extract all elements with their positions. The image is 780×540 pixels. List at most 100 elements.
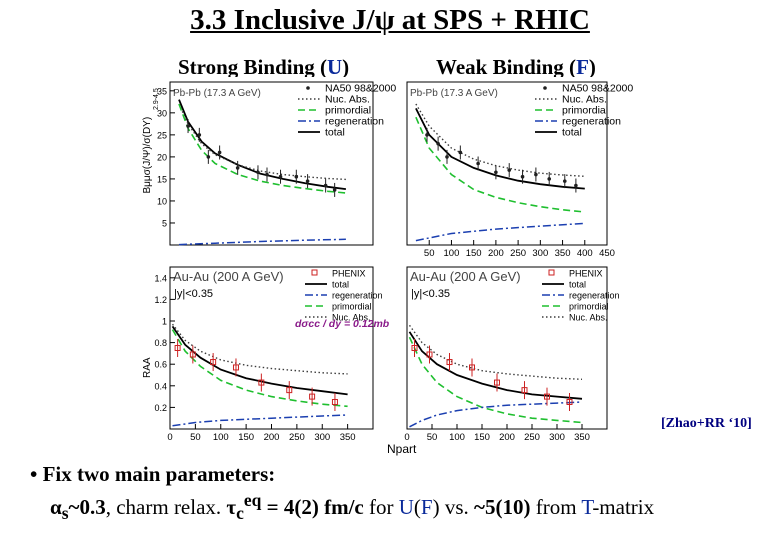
- series-line-regeneration: [409, 401, 583, 428]
- series-line-nucabs: [171, 323, 348, 375]
- na50-point: [186, 124, 190, 128]
- x-tick-label: 200: [499, 432, 515, 443]
- legend-label: primordial: [332, 302, 372, 312]
- x-tick-label: 0: [404, 432, 409, 443]
- y-tick-label: 5: [162, 218, 167, 228]
- y-tick-label: 1.2: [154, 295, 167, 305]
- x-tick-label: 50: [424, 248, 435, 259]
- panel-annotation: dσcc / dy = 0.12mb: [295, 318, 390, 330]
- na50-point: [547, 177, 552, 181]
- na50-point: [436, 141, 440, 146]
- series-line-total: [415, 107, 585, 190]
- plot-frame-sps-weak: [406, 81, 608, 246]
- na50-point: [305, 179, 310, 183]
- na50-point: [562, 179, 567, 183]
- x-tick-label: 200: [488, 248, 504, 259]
- na50-point: [197, 133, 202, 137]
- y-tick-label: 10: [157, 196, 167, 206]
- phenix-point: [446, 359, 453, 366]
- na50-point: [425, 133, 429, 137]
- plot-frame-sps-strong: [169, 81, 374, 246]
- x-tick-label: 150: [466, 248, 482, 259]
- phenix-point: [521, 387, 528, 394]
- legend-marker-phenix: [548, 269, 555, 276]
- panel-system-label: Au-Au (200 A GeV): [410, 269, 521, 284]
- na50-point: [445, 155, 449, 159]
- phenix-point: [189, 351, 196, 358]
- x-tick-label: 350: [555, 248, 571, 259]
- legend-label: total: [325, 127, 345, 139]
- citation: [Zhao+RR ‘10]: [661, 416, 752, 431]
- na50-point: [278, 174, 283, 179]
- series-line-nucabs: [178, 103, 346, 181]
- legend-label: primordial: [562, 105, 608, 117]
- phenix-point: [494, 379, 500, 386]
- x-tick-label: 100: [213, 432, 229, 443]
- phenix-point: [544, 393, 550, 400]
- x-tick-label: 0: [167, 432, 172, 443]
- phenix-point: [309, 393, 316, 400]
- x-tick-label: 350: [574, 432, 590, 443]
- na50-point: [294, 174, 299, 179]
- x-tick-label: 300: [532, 248, 548, 259]
- panel-system-label: Au-Au (200 A GeV): [173, 269, 284, 284]
- x-tick-label: 100: [449, 432, 465, 443]
- slide-title: 3.3 Inclusive J/ψ at SPS + RHIC: [190, 4, 590, 36]
- na50-point: [534, 172, 538, 177]
- series-line-total: [408, 331, 583, 400]
- phenix-point: [426, 351, 433, 358]
- y-tick-label: 0.2: [154, 403, 167, 413]
- x-tick-label: 250: [524, 432, 540, 443]
- y-tick-label: 0.6: [154, 360, 167, 370]
- series-line-primordial: [171, 329, 348, 408]
- na50-point: [458, 150, 463, 155]
- na50-point: [494, 170, 498, 175]
- x-tick-label: 50: [190, 432, 201, 443]
- phenix-point: [411, 345, 418, 351]
- series-line-regeneration: [178, 238, 346, 246]
- legend-label: total: [569, 280, 586, 290]
- y-tick-label: 20: [157, 152, 167, 162]
- series-line-regeneration: [415, 222, 585, 242]
- phenix-point: [232, 364, 239, 371]
- strong-binding-header: Strong Binding (U): [178, 55, 350, 79]
- legend-label: NA50 98&2000: [325, 83, 396, 95]
- series-line-total: [178, 99, 347, 190]
- legend-label: primordial: [325, 105, 371, 117]
- legend-label: regeneration: [325, 116, 384, 128]
- legend-label: Nuc. Abs.: [562, 94, 607, 106]
- series-line-primordial: [178, 103, 346, 194]
- x-tick-label: 150: [474, 432, 490, 443]
- series-line-nucabs: [415, 103, 585, 177]
- y-axis-label: RAA: [142, 357, 153, 378]
- legend-marker-phenix: [311, 269, 318, 276]
- y-axis-range-label: 2.9-4.5: [153, 88, 160, 110]
- series-line-regeneration: [172, 414, 348, 427]
- legend-label: regeneration: [562, 116, 621, 128]
- parameter-line: αs~0.3, charm relax. τceq = 4(2) fm/c fo…: [50, 490, 655, 524]
- phenix-point: [174, 345, 181, 351]
- x-tick-label: 100: [444, 248, 460, 259]
- x-tick-label: 300: [314, 432, 330, 443]
- na50-point: [507, 168, 512, 172]
- series-line-primordial: [415, 116, 585, 213]
- legend-marker-na50: [306, 86, 310, 90]
- panel-system-label: Pb-Pb (17.3 A GeV): [410, 88, 498, 99]
- y-tick-label: 30: [157, 108, 167, 118]
- na50-point: [574, 183, 578, 188]
- x-tick-label: 50: [427, 432, 438, 443]
- legend-label: PHENIX: [332, 269, 366, 279]
- y-tick-label: 0.4: [154, 381, 167, 391]
- legend-label: total: [562, 127, 582, 139]
- legend-label: regeneration: [569, 291, 620, 301]
- na50-point: [323, 183, 328, 188]
- na50-point: [217, 150, 222, 155]
- x-tick-label: 350: [340, 432, 356, 443]
- series-line-nucabs: [408, 324, 583, 380]
- y-tick-label: 15: [157, 174, 167, 184]
- weak-binding-header: Weak Binding (F): [436, 55, 596, 79]
- x-axis-label: Npart: [387, 442, 417, 456]
- x-tick-label: 250: [510, 248, 526, 259]
- y-tick-label: 25: [157, 130, 167, 140]
